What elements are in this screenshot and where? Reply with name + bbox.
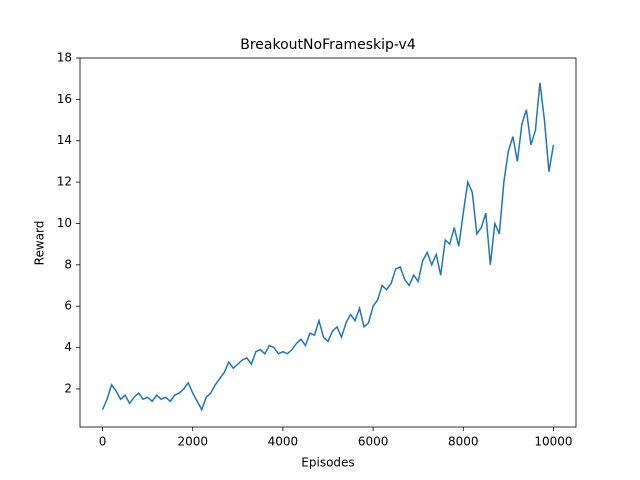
x-axis-label: Episodes — [301, 456, 354, 470]
y-tick-label: 10 — [57, 216, 72, 230]
y-tick-label: 6 — [64, 299, 72, 313]
x-tick-label: 6000 — [358, 435, 389, 449]
chart-title: BreakoutNoFrameskip-v4 — [240, 37, 416, 53]
y-tick-label: 2 — [64, 381, 72, 395]
x-tick-label: 4000 — [268, 435, 299, 449]
x-tick-label: 0 — [99, 435, 107, 449]
y-tick-label: 4 — [64, 340, 72, 354]
x-tick-label: 10000 — [534, 435, 572, 449]
y-tick-label: 16 — [57, 92, 72, 106]
y-axis-label: Reward — [33, 221, 47, 266]
x-tick-label: 8000 — [448, 435, 479, 449]
y-tick-label: 14 — [57, 133, 72, 147]
x-tick-label: 2000 — [177, 435, 208, 449]
plot-frame — [79, 57, 577, 428]
y-tick-label: 8 — [64, 257, 72, 271]
data-line — [101, 82, 555, 412]
y-tick-label: 18 — [57, 51, 72, 65]
y-tick-label: 12 — [57, 175, 72, 189]
